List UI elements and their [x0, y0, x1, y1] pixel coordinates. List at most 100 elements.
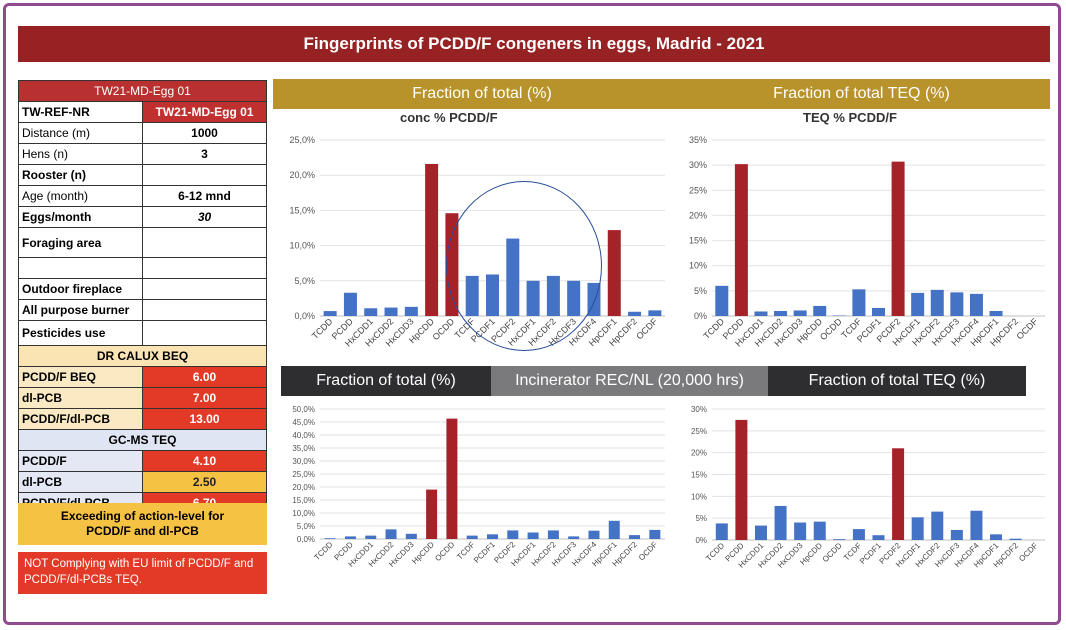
gcms-value: 4.10	[142, 450, 267, 472]
x-tick-label: OCDD	[818, 316, 844, 342]
chart-teq-eggs: 0%5%10%15%20%25%30%35%TCDDPCDDHxCDD1HxCD…	[689, 135, 1045, 349]
band-top-left: Fraction of total (%)	[273, 79, 691, 109]
bar-hxcdd1	[364, 308, 378, 316]
band-bottom-mid: Incinerator REC/NL (20,000 hrs)	[491, 366, 768, 396]
bar-pcdd	[734, 164, 748, 316]
bar-hpcdf1	[989, 310, 1003, 316]
info-label: Foraging area	[18, 227, 143, 258]
y-tick-label: 20%	[689, 210, 707, 220]
bar-hxcdf2	[931, 511, 944, 540]
x-tick-label: OCDF	[1017, 541, 1039, 563]
page-frame	[3, 3, 1061, 625]
info-value: TW21-MD-Egg 01	[142, 101, 267, 123]
bar-hpcdd	[813, 305, 827, 316]
bar-hxcdf1	[911, 292, 925, 316]
y-tick-label: 10,0%	[289, 241, 315, 251]
x-tick-label: OCDD	[431, 316, 457, 342]
gcms-value: 2.50	[142, 471, 267, 493]
bar-hxcdf1	[527, 532, 539, 539]
bar-hpcdd	[813, 521, 826, 540]
band-bottom-left: Fraction of total (%)	[281, 366, 491, 396]
y-tick-label: 5,0%	[297, 522, 315, 531]
exceed-note: Exceeding of action-level for PCDD/F and…	[18, 503, 267, 545]
bar-tcdf	[852, 529, 865, 540]
bar-hpcdf1	[607, 230, 621, 316]
info-label: Distance (m)	[18, 122, 143, 144]
y-tick-label: 25%	[689, 185, 707, 195]
bar-ocdf	[648, 310, 662, 316]
noncompliance-note: NOT Complying with EU limit of PCDD/F an…	[18, 552, 267, 594]
info-value	[142, 299, 267, 321]
y-tick-label: 5%	[695, 514, 707, 523]
bar-hxcdd1	[365, 535, 377, 539]
y-tick-label: 5,0%	[294, 276, 315, 286]
y-tick-label: 10,0%	[292, 509, 315, 518]
bar-tcdd	[323, 311, 337, 316]
y-tick-label: 25%	[691, 427, 707, 436]
y-tick-label: 15,0%	[289, 205, 315, 215]
calux-header: DR CALUX BEQ	[18, 345, 267, 367]
info-label: All purpose burner	[18, 299, 143, 321]
y-tick-label: 15%	[691, 471, 707, 480]
sample-info-table: TW21-MD-Egg 01 TW-REF-NR TW21-MD-Egg 01 …	[18, 80, 267, 514]
y-tick-label: 20,0%	[292, 483, 315, 492]
bar-hxcdd2	[385, 529, 397, 539]
y-tick-label: 45,0%	[292, 418, 315, 427]
calux-value: 13.00	[142, 408, 267, 430]
y-tick-label: 20%	[691, 449, 707, 458]
bar-hxcdf3	[950, 292, 964, 316]
band-top-right: Fraction of total TEQ (%)	[673, 79, 1050, 109]
info-label: TW-REF-NR	[18, 101, 143, 123]
bar-ocdd	[833, 539, 846, 540]
bar-tcdf	[852, 289, 866, 316]
y-tick-label: 50,0%	[292, 405, 315, 414]
calux-label: PCDD/F BEQ	[18, 366, 143, 388]
y-tick-label: 10%	[691, 492, 707, 501]
x-tick-label: OCDF	[1015, 316, 1040, 341]
y-tick-label: 30%	[689, 160, 707, 170]
bar-hpcdd	[426, 489, 438, 539]
bar-hxcdd1	[754, 311, 768, 316]
bar-hxcdd3	[794, 522, 807, 540]
bar-hpcdf2	[628, 311, 642, 316]
x-tick-label: OCDF	[634, 316, 659, 341]
x-tick-label: OCDF	[637, 540, 659, 562]
info-value	[142, 257, 267, 279]
bar-hxcdf4	[588, 530, 600, 539]
bar-tcdf	[466, 535, 478, 539]
calux-label: dl-PCB	[18, 387, 143, 409]
bar-tcdd	[324, 538, 336, 539]
gcms-label: PCDD/F	[18, 450, 143, 472]
y-tick-label: 20,0%	[289, 170, 315, 180]
bar-hxcdf3	[950, 529, 963, 540]
info-value: 30	[142, 206, 267, 228]
bar-hxcdf1	[911, 517, 924, 540]
bar-hxcdd3	[405, 533, 417, 539]
bar-pcdf2	[891, 161, 905, 316]
bar-hxcdd1	[754, 525, 767, 540]
x-tick-label: TCDD	[704, 541, 726, 563]
bar-hpcdf2	[629, 535, 641, 539]
bar-ocdd	[446, 418, 458, 539]
gcms-label: dl-PCB	[18, 471, 143, 493]
y-tick-label: 30,0%	[292, 457, 315, 466]
info-label: Pesticides use	[18, 320, 143, 346]
info-value: 3	[142, 143, 267, 165]
page-title: Fingerprints of PCDD/F congeners in eggs…	[18, 26, 1050, 62]
info-value: 6-12 mnd	[142, 185, 267, 207]
y-tick-label: 25,0%	[289, 135, 315, 145]
info-label: Outdoor fireplace	[18, 278, 143, 300]
bar-pcdf2	[507, 530, 519, 539]
bar-hpcdf1	[990, 534, 1003, 540]
x-tick-label: OCDD	[821, 541, 844, 564]
bar-hxcdd2	[384, 307, 398, 316]
sample-header: TW21-MD-Egg 01	[18, 80, 267, 102]
bar-hxcdf4	[970, 510, 983, 540]
bar-ocdf	[649, 529, 661, 539]
y-tick-label: 0%	[695, 536, 707, 545]
y-tick-label: 40,0%	[292, 431, 315, 440]
y-tick-label: 30%	[691, 405, 707, 414]
y-tick-label: 15%	[689, 236, 707, 246]
bar-pcdd	[735, 419, 748, 540]
y-tick-label: 5%	[694, 286, 707, 296]
